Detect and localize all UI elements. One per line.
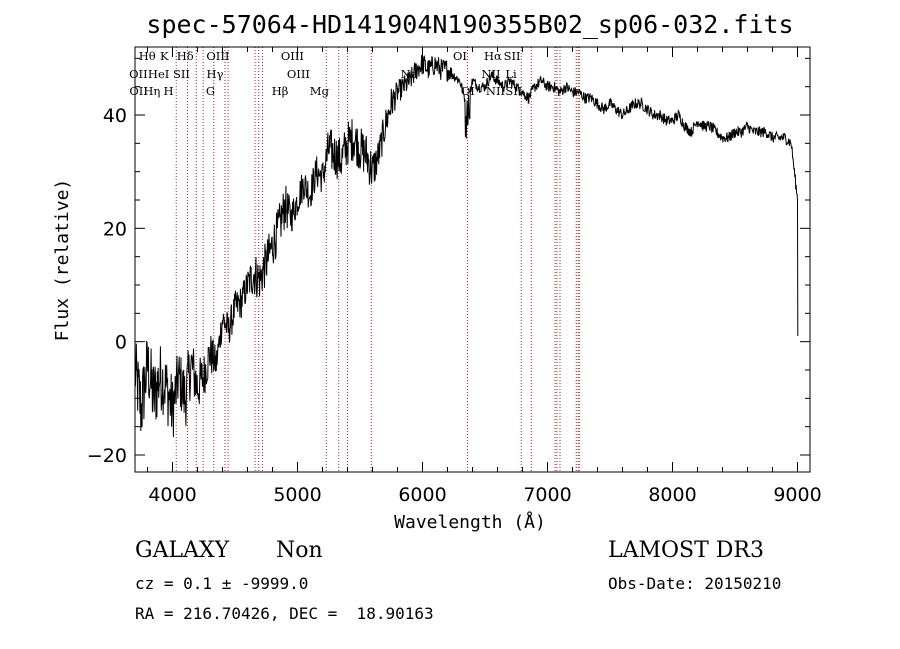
x-axis-ticks: 4000 5000 6000 7000 8000 9000 <box>147 47 822 506</box>
y-tick-label: 20 <box>103 218 127 240</box>
x-axis-label: Wavelength (Å) <box>394 511 546 533</box>
y-tick-label: −20 <box>87 445 127 467</box>
y-axis-ticks: −20 0 20 40 <box>87 57 810 467</box>
coordinates-line: RA = 216.70426, DEC = 18.90163 <box>135 604 434 623</box>
spectral-line-label: Li <box>505 67 517 81</box>
spectral-line-label: Hδ <box>177 49 194 63</box>
spectral-line-label: Hγ <box>207 67 224 81</box>
object-subclass: Non <box>276 538 323 563</box>
obs-date: Obs-Date: 20150210 <box>608 574 782 593</box>
spectral-line-label: OII <box>129 84 148 98</box>
x-tick-label: 5000 <box>273 484 321 506</box>
y-tick-label: 0 <box>115 332 127 354</box>
spectral-line-label: OIII <box>281 49 304 63</box>
spectral-line-label: OII <box>129 67 148 81</box>
spectral-line-label: Hθ <box>139 49 156 63</box>
spectral-line-label: Hβ <box>272 84 289 98</box>
spectral-line-label: OIII <box>206 49 229 63</box>
chart-title: spec-57064-HD141904N190355B02_sp06-032.f… <box>146 10 793 39</box>
spectral-line-label: H <box>163 84 173 98</box>
redshift-line: cz = 0.1 ± -9999.0 <box>135 574 309 593</box>
y-axis-label: Flux (relative) <box>52 179 73 342</box>
survey-name: LAMOST DR3 <box>608 538 764 563</box>
x-tick-label: 9000 <box>773 484 821 506</box>
object-class: GALAXY <box>135 538 230 563</box>
spectral-line-label: NII <box>486 84 505 98</box>
plot-frame <box>134 46 811 473</box>
line-marker-layer <box>175 47 580 472</box>
spectral-line-label: Hα <box>484 49 502 63</box>
spectral-line-label: OI <box>453 49 467 63</box>
spectral-line-label: SII <box>173 67 190 81</box>
spectral-line-label: K <box>160 49 169 63</box>
spectral-line-label: Hη <box>143 84 160 98</box>
x-tick-label: 7000 <box>523 484 571 506</box>
x-tick-label: 4000 <box>148 484 196 506</box>
spectral-line-label: OIII <box>287 67 310 81</box>
spectral-line-label: SII <box>505 84 522 98</box>
y-tick-label: 40 <box>103 105 127 127</box>
spectral-line-label: SII <box>504 49 521 63</box>
spectral-line-label: Mg <box>310 84 330 98</box>
spectral-line-label: G <box>206 84 215 98</box>
x-tick-label: 8000 <box>648 484 696 506</box>
x-tick-label: 6000 <box>398 484 446 506</box>
spectrum-series-line <box>134 55 799 438</box>
spectral-line-label: HeI <box>148 67 169 81</box>
